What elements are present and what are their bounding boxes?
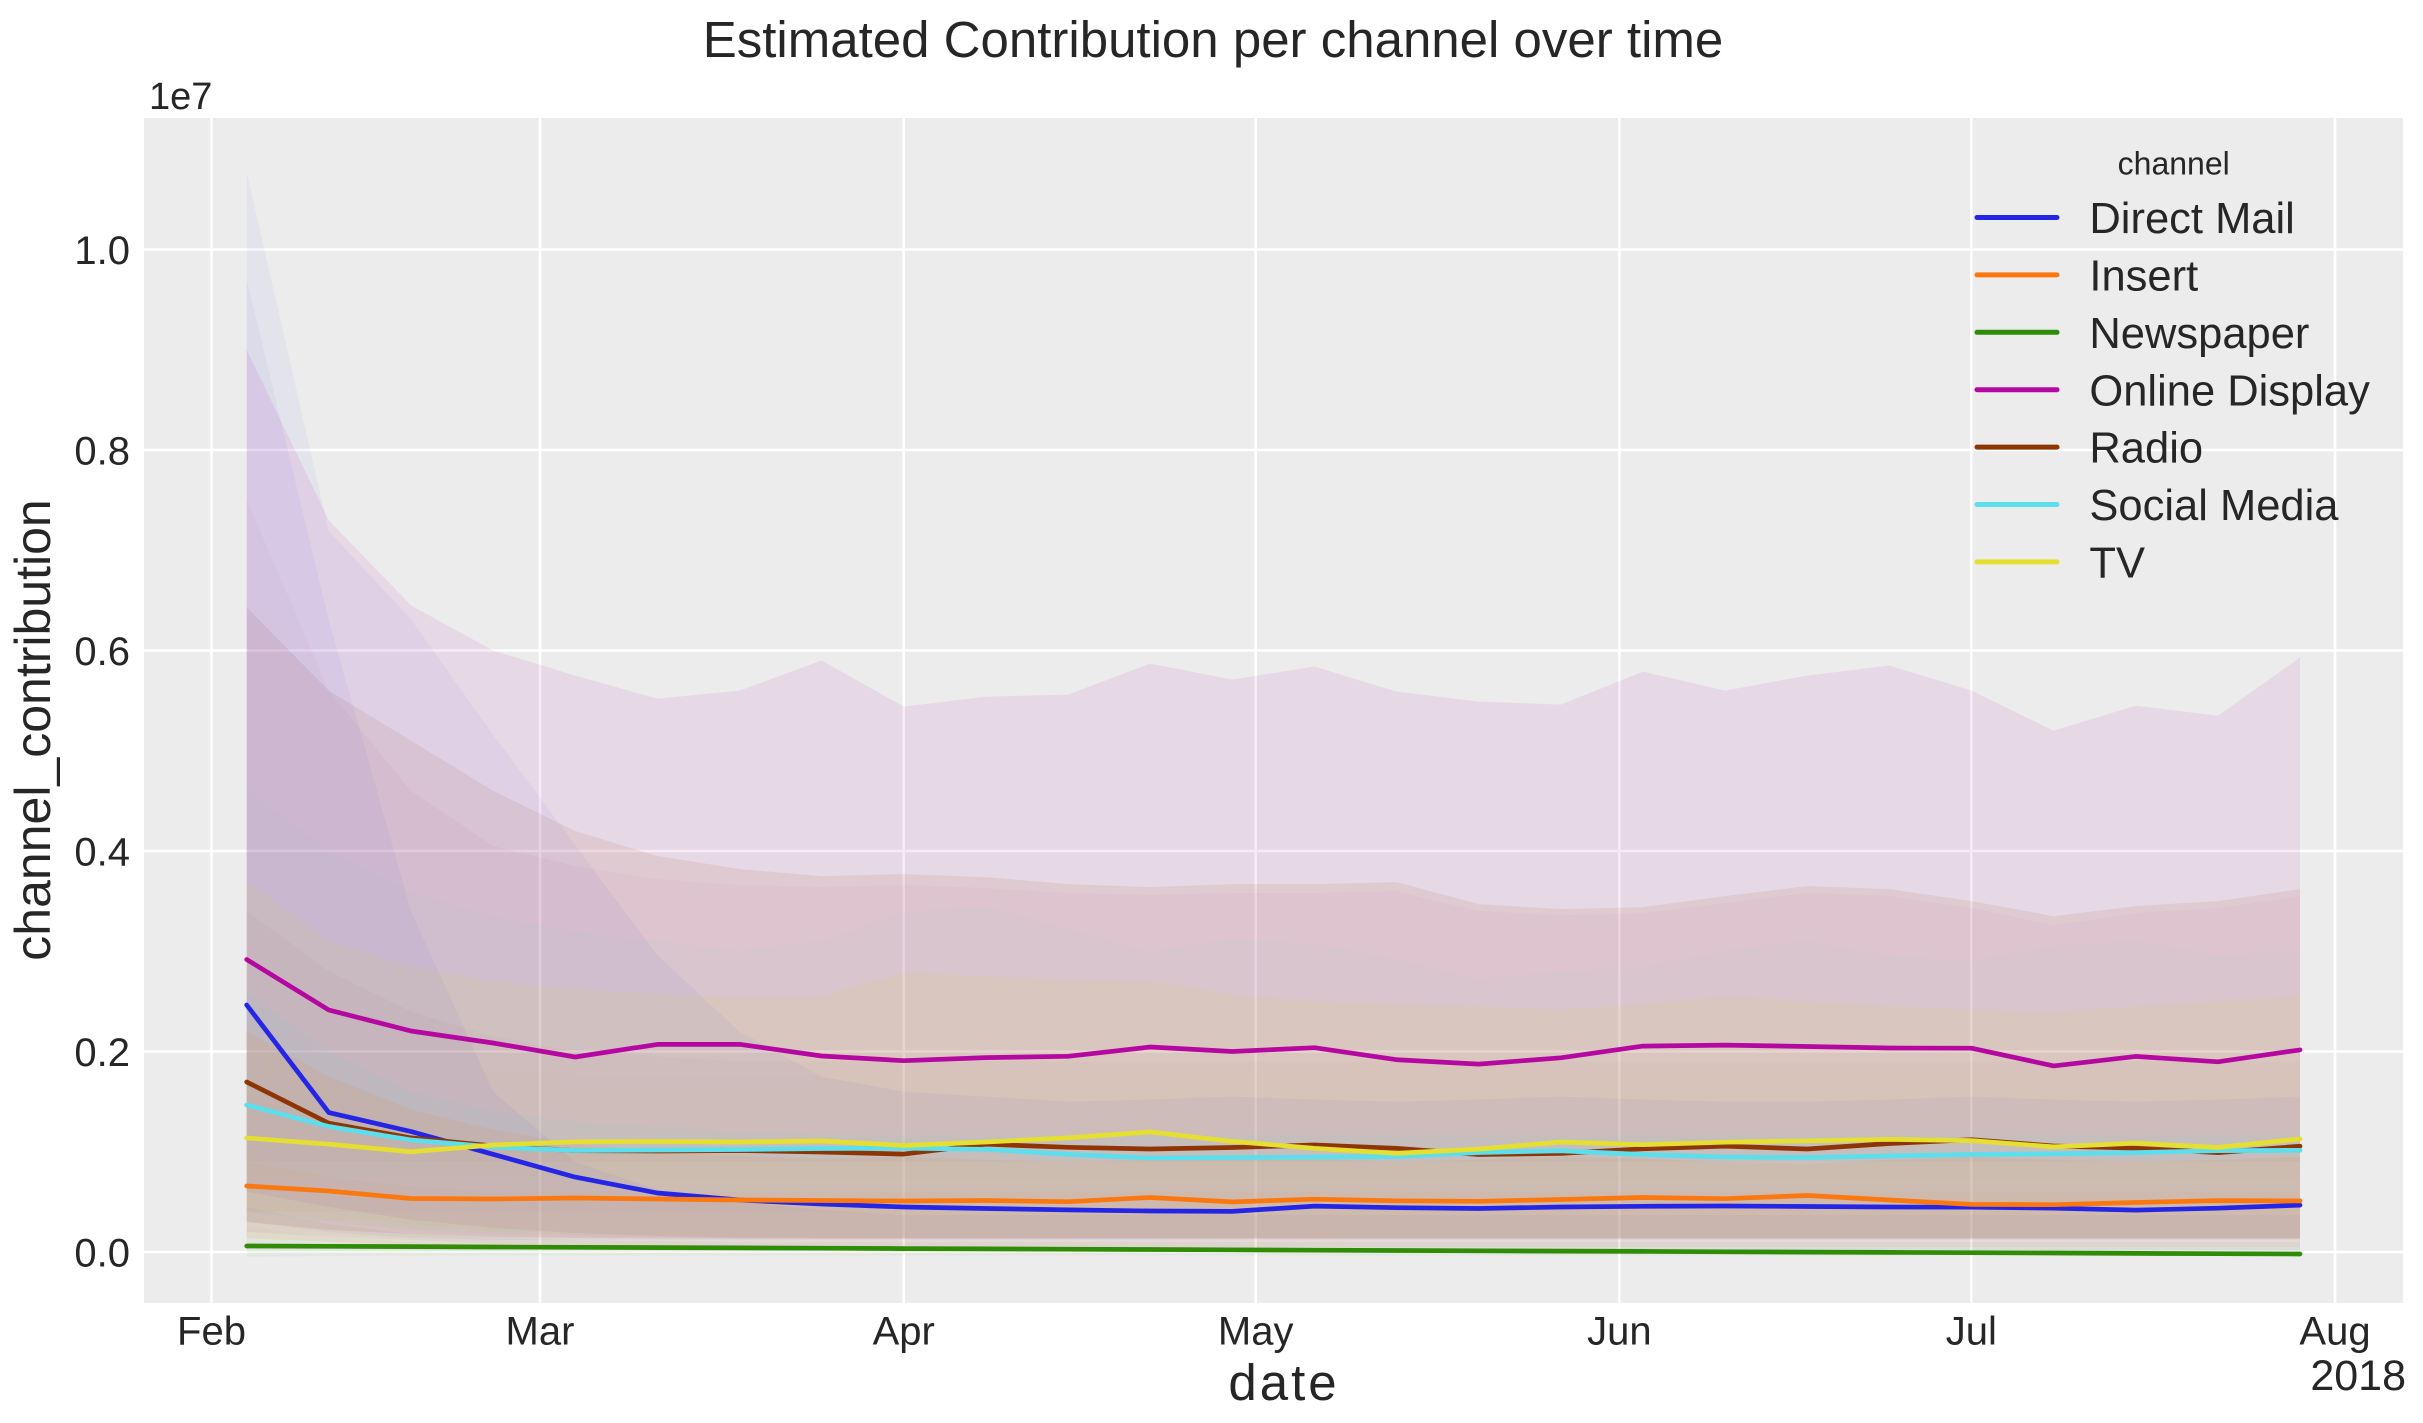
svg-text:Feb: Feb [177,1310,246,1354]
svg-text:Jun: Jun [1587,1310,1652,1354]
svg-text:channel_contribution: channel_contribution [5,499,61,960]
svg-text:Radio: Radio [2089,425,2203,473]
svg-text:0.8: 0.8 [74,430,130,474]
svg-text:date: date [1228,1354,1339,1411]
svg-text:Insert: Insert [2089,253,2198,301]
svg-text:1e7: 1e7 [149,76,212,118]
svg-text:Social Media: Social Media [2089,482,2339,530]
svg-text:May: May [1218,1310,1294,1354]
svg-text:channel: channel [2118,146,2230,182]
svg-text:0.2: 0.2 [74,1031,130,1075]
svg-text:Newspaper: Newspaper [2089,310,2309,358]
svg-text:0.4: 0.4 [74,831,130,875]
svg-text:Apr: Apr [873,1310,935,1354]
svg-text:Estimated Contribution per cha: Estimated Contribution per channel over … [703,11,1724,68]
svg-text:Online Display: Online Display [2089,367,2370,415]
svg-text:Jul: Jul [1946,1310,1997,1354]
svg-text:1.0: 1.0 [74,229,130,273]
svg-text:0.0: 0.0 [74,1232,130,1276]
svg-text:Mar: Mar [506,1310,575,1354]
svg-text:TV: TV [2089,540,2145,588]
svg-text:Direct Mail: Direct Mail [2089,195,2294,243]
svg-text:Aug: Aug [2299,1310,2370,1354]
svg-text:0.6: 0.6 [74,630,130,674]
svg-text:2018: 2018 [2310,1352,2406,1400]
